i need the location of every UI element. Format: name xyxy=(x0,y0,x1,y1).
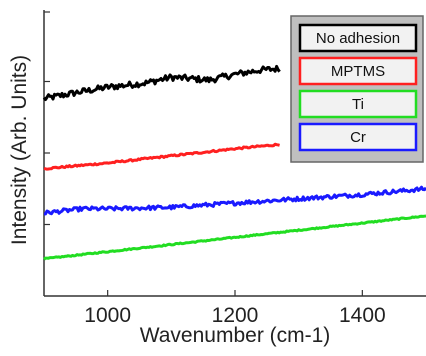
series-line-ti xyxy=(43,214,426,261)
x-tick-label-1000: 1000 xyxy=(84,304,131,327)
legend-swatch-no-adhesion xyxy=(298,23,418,53)
x-axis-ticks: 1000 1200 1400 xyxy=(84,290,386,327)
x-tick-label-1200: 1200 xyxy=(212,304,259,327)
x-tick-label-1400: 1400 xyxy=(339,304,386,327)
series-line-no-adhesion xyxy=(42,64,281,102)
legend-label-ti: Ti xyxy=(352,96,364,113)
legend-swatch-ti xyxy=(298,89,418,119)
y-axis-ticks xyxy=(44,11,50,226)
legend: No adhesion MPTMS Ti Cr xyxy=(290,15,424,163)
series-layer xyxy=(42,64,426,261)
series-line-mptms xyxy=(43,142,280,171)
legend-label-no-adhesion: No adhesion xyxy=(316,30,400,47)
legend-swatch-mptms xyxy=(298,56,418,86)
legend-label-mptms: MPTMS xyxy=(331,63,385,80)
y-axis-label: Intensity (Arb. Units) xyxy=(8,55,31,245)
x-axis-label: Wavenumber (cm-1) xyxy=(140,324,331,347)
legend-swatch-cr xyxy=(298,122,418,152)
series-line-cr xyxy=(43,185,426,216)
legend-label-cr: Cr xyxy=(350,129,366,146)
